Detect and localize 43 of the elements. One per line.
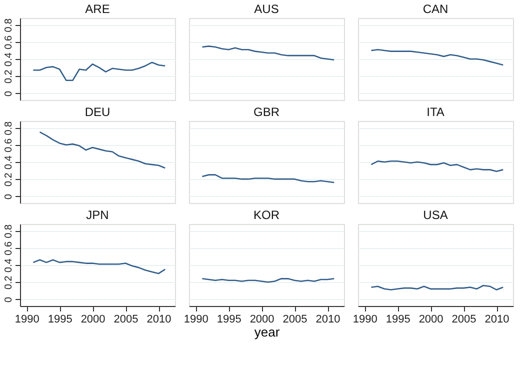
chart-title: KOR	[253, 208, 280, 222]
x-tick-label: 1990	[352, 314, 378, 326]
line-series	[32, 259, 166, 274]
chart-title: JPN	[86, 208, 109, 222]
y-tick-label: 0.2	[4, 69, 14, 84]
line-series	[39, 131, 166, 169]
y-tick-label: 0.6	[4, 138, 14, 152]
chart-title: GBR	[253, 105, 280, 119]
y-tick-label: 0.4	[4, 52, 14, 66]
x-tick-label: 2010	[146, 314, 172, 326]
y-tick-label: 0.2	[4, 275, 14, 290]
x-tick-label: 2005	[114, 314, 138, 326]
y-tick-label: 0	[4, 296, 14, 302]
x-tick-label: 1995	[386, 314, 410, 326]
chart-title: DEU	[84, 104, 110, 119]
y-tick-label: 0.6	[4, 241, 14, 256]
x-tick-label: 2010	[484, 314, 510, 326]
x-tick-label: 2000	[250, 314, 274, 326]
y-tick-label: 0.8	[4, 120, 14, 136]
x-tick-label: 1990	[184, 314, 208, 326]
y-tick-label: 0.8	[4, 224, 14, 238]
x-axis-title: year	[254, 324, 280, 340]
y-tick-label: 0.4	[4, 155, 14, 170]
line-series	[32, 62, 166, 82]
x-tick-label: 2005	[282, 314, 308, 326]
chart-title: AUS	[254, 2, 279, 16]
x-tick-label: 1995	[48, 314, 72, 326]
x-tick-label: 2005	[452, 314, 476, 326]
chart-title: ARE	[85, 2, 110, 16]
y-tick-label: 0	[4, 90, 14, 96]
x-tick-label: 1990	[14, 314, 40, 326]
x-tick-label: 1995	[216, 314, 242, 326]
chart-title: USA	[423, 208, 448, 222]
y-tick-label: 0.2	[4, 172, 14, 187]
x-tick-label: 2000	[418, 314, 444, 326]
chart-title: ITA	[426, 105, 444, 119]
x-tick-label: 2010	[316, 314, 340, 326]
y-tick-label: 0	[4, 193, 14, 200]
x-tick-label: 2000	[80, 314, 106, 326]
chart-title: CAN	[422, 2, 448, 16]
y-tick-label: 0.4	[4, 258, 14, 272]
y-tick-label: 0.8	[4, 18, 14, 32]
y-tick-label: 0.6	[4, 35, 14, 50]
